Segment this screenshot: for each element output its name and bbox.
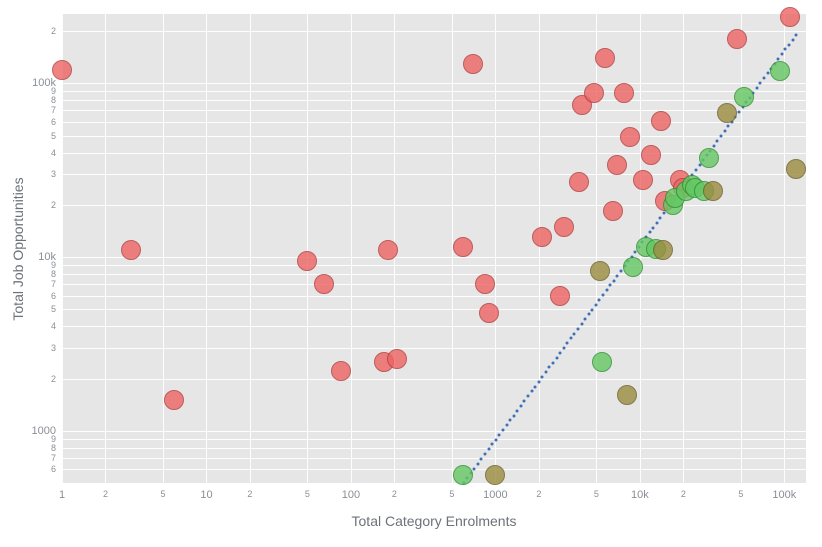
x-tick-label: 5	[738, 489, 743, 499]
x-tick-label: 2	[103, 489, 108, 499]
x-tick-label: 5	[160, 489, 165, 499]
y-tick-label: 3	[51, 343, 56, 353]
scatter-point	[614, 83, 634, 103]
y-tick-label: 9	[51, 434, 56, 444]
scatter-point	[617, 385, 637, 405]
x-tick-label: 2	[392, 489, 397, 499]
x-tick-label: 5	[449, 489, 454, 499]
x-tick-label: 100k	[772, 489, 796, 501]
scatter-point	[485, 465, 505, 485]
x-tick-label: 1	[59, 489, 65, 501]
scatter-point	[314, 274, 334, 294]
y-tick-label: 5	[51, 304, 56, 314]
x-tick-label: 5	[594, 489, 599, 499]
x-tick-label: 5	[305, 489, 310, 499]
scatter-point	[641, 145, 661, 165]
y-axis-title: Total Job Opportunities	[10, 177, 26, 320]
scatter-point	[717, 103, 737, 123]
y-tick-label: 6	[51, 464, 56, 474]
plot-area	[62, 14, 806, 483]
scatter-point	[603, 201, 623, 221]
x-tick-label: 2	[681, 489, 686, 499]
y-tick-label: 6	[51, 291, 56, 301]
y-tick-label: 2	[51, 374, 56, 384]
scatter-point	[651, 111, 671, 131]
scatter-point	[633, 170, 653, 190]
y-tick-label: 7	[51, 279, 56, 289]
y-tick-label: 9	[51, 86, 56, 96]
scatter-point	[653, 240, 673, 260]
scatter-point	[584, 83, 604, 103]
scatter-point	[770, 61, 790, 81]
scatter-point	[780, 7, 800, 27]
x-axis-title: Total Category Enrolments	[352, 513, 517, 529]
y-tick-label: 8	[51, 95, 56, 105]
scatter-point	[297, 251, 317, 271]
x-tick-label: 2	[247, 489, 252, 499]
scatter-point	[453, 465, 473, 485]
x-tick-label: 10k	[631, 489, 649, 501]
y-tick-label: 8	[51, 269, 56, 279]
scatter-point	[554, 217, 574, 237]
scatter-point	[532, 227, 552, 247]
scatter-point	[620, 127, 640, 147]
scatter-point	[569, 172, 589, 192]
scatter-chart: Total Category Enrolments Total Job Oppo…	[0, 0, 822, 547]
scatter-point	[595, 48, 615, 68]
scatter-point	[378, 240, 398, 260]
y-tick-label: 9	[51, 260, 56, 270]
y-tick-label: 5	[51, 131, 56, 141]
y-tick-label: 3	[51, 169, 56, 179]
y-tick-label: 6	[51, 117, 56, 127]
scatter-point	[463, 54, 483, 74]
scatter-point	[479, 303, 499, 323]
scatter-point	[453, 237, 473, 257]
y-tick-label: 2	[51, 26, 56, 36]
scatter-point	[699, 148, 719, 168]
scatter-point	[590, 261, 610, 281]
scatter-point	[550, 286, 570, 306]
y-tick-label: 7	[51, 105, 56, 115]
scatter-point	[623, 257, 643, 277]
scatter-point	[121, 240, 141, 260]
scatter-point	[703, 181, 723, 201]
scatter-point	[607, 155, 627, 175]
scatter-point	[164, 390, 184, 410]
x-tick-label: 10	[200, 489, 212, 501]
scatter-point	[786, 159, 806, 179]
x-tick-label: 2	[536, 489, 541, 499]
y-tick-label: 2	[51, 200, 56, 210]
scatter-point	[475, 274, 495, 294]
y-tick-label: 8	[51, 443, 56, 453]
y-tick-label: 7	[51, 453, 56, 463]
scatter-point	[727, 29, 747, 49]
x-tick-label: 1000	[483, 489, 507, 501]
scatter-point	[734, 87, 754, 107]
y-tick-label: 4	[51, 321, 56, 331]
scatter-point	[331, 361, 351, 381]
scatter-point	[387, 349, 407, 369]
y-tick-label: 4	[51, 148, 56, 158]
x-tick-label: 100	[342, 489, 360, 501]
scatter-point	[592, 352, 612, 372]
